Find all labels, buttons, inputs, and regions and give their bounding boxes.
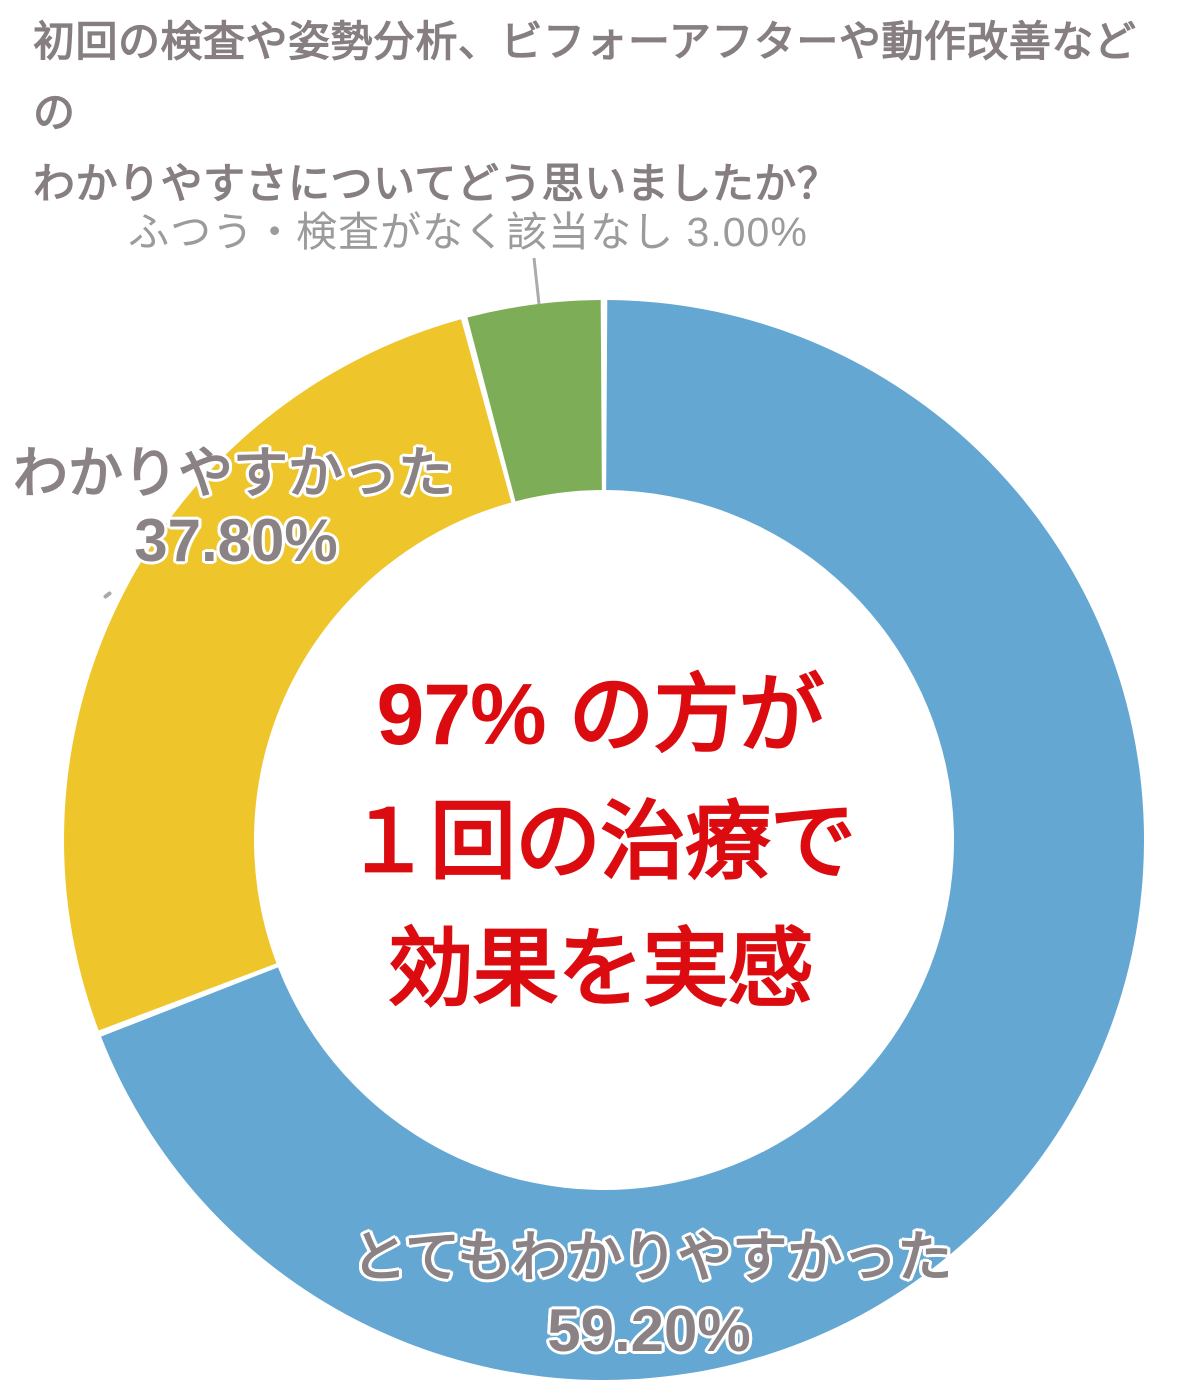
callout-very-easy-value: 59.20% xyxy=(547,1297,751,1364)
center-annotation: 97% の方が １回の治療で 効果を実感 xyxy=(345,652,856,1033)
chart-title-line2: わかりやすさについてどう思いましたか？ xyxy=(33,160,840,207)
callout-easy-label: わかりやすかった xyxy=(12,442,454,504)
center-annotation-line3: 効果を実感 xyxy=(387,921,814,1017)
chart-title: 初回の検査や姿勢分析、ビフォーアフターや動作改善などの わかりやすさについてどう… xyxy=(33,6,1163,219)
callout-very-easy-label: とてもわかりやすかった xyxy=(351,1226,953,1288)
chart-title-line1: 初回の検査や姿勢分析、ビフォーアフターや動作改善などの xyxy=(33,18,1137,136)
callout-normal-label: ふつう・検査がなく該当なし 3.00% xyxy=(128,209,808,255)
callout-easy-value: 37.80% xyxy=(134,507,338,574)
segment-normal xyxy=(467,300,602,502)
segment-very-easy xyxy=(101,300,1145,1380)
center-annotation-line2: １回の治療で xyxy=(345,794,856,890)
center-annotation-line1: 97% の方が xyxy=(376,667,824,763)
segment-easy xyxy=(63,319,512,1031)
callout-leader-line xyxy=(532,257,541,305)
